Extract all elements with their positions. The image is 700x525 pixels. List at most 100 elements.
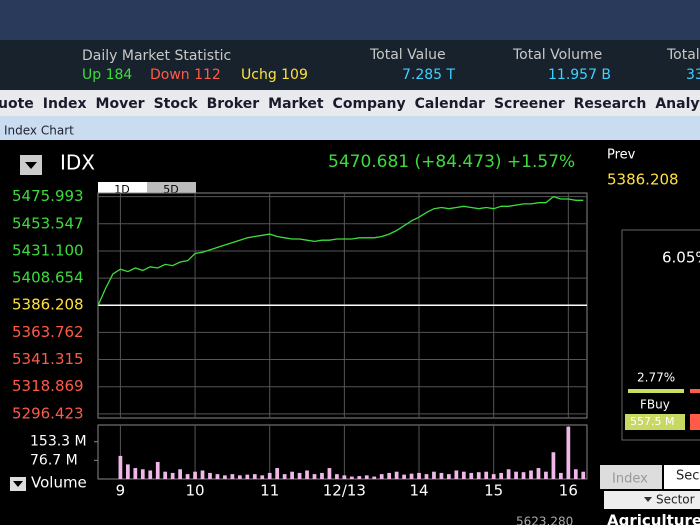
volume-bar [536,468,541,479]
volume-bar [305,470,309,479]
total: 33 [686,67,700,83]
y-tick-label: 5341.315 [12,350,84,368]
y-tick-label: 76.7 M [30,452,78,468]
pct-top: 6.05% [662,249,700,267]
volume-bar [155,461,160,479]
stat-unchanged: Uchg 109 [241,67,308,83]
volume-bar [170,472,175,479]
volume-bar [506,469,511,479]
menu-item[interactable]: Calendar [415,96,485,112]
volume-bar [364,475,369,479]
side-box [621,229,700,441]
stats-bar [0,40,700,90]
menu-item[interactable]: Market [268,96,324,112]
volume-bar [320,472,324,479]
volume-area [97,424,588,480]
title-bar [0,0,700,40]
side-tab[interactable] [664,465,700,489]
volume-bar [402,474,406,479]
menu: uote Index Mover Stock Broker Market Company Ca… [0,96,700,112]
side-tab-label: Index [612,472,648,487]
volume-bar [372,476,377,479]
menu-item[interactable]: Broker [207,96,260,112]
volume-bar [476,472,481,479]
buy-bar [628,389,684,393]
volume-label: Volume [31,474,87,492]
volume-bar [208,472,212,479]
volume-bar [566,426,571,479]
volume-bar [125,464,130,479]
menu-bar [0,90,700,116]
index-symbol: IDX [60,151,95,175]
volume-bar [379,474,384,479]
panel-header [0,116,700,140]
volume-bar [469,472,474,479]
volume-bar [327,468,332,479]
volume-bar [417,472,421,479]
volume-bar [551,452,556,479]
volume-bar [439,472,444,479]
volume-bar [312,474,317,479]
volume-bar [581,471,586,479]
x-tick-label: 11 [260,482,279,500]
volume-bar [163,471,168,479]
total-volume: 11.957 B [548,67,611,83]
menu-item[interactable]: Screener [494,96,565,112]
stat-down: Down 112 [150,67,221,83]
dropdown-arrow [25,162,37,169]
menu-item[interactable]: Research [574,96,647,112]
volume-bar [559,472,563,479]
volume-bar [424,474,429,479]
total-label: Total [666,47,700,63]
volume-bar [335,474,339,479]
volume-bar [357,476,362,479]
total-volume-label: Total Volume [512,47,602,63]
prev: 5386.208 [607,171,679,189]
menu-item[interactable]: Index [43,96,87,112]
volume-bar [484,471,489,479]
volume-bar [185,474,190,479]
sector-select[interactable] [604,491,700,509]
y-tick-label: 153.3 M [30,434,87,450]
menu-item[interactable]: Company [333,96,406,112]
volume-bar [529,470,533,479]
volume-bar [290,471,294,479]
y-tick-label: 5431.100 [12,241,84,259]
volume-bar [260,475,265,479]
volume-bar [148,470,153,479]
volume-bar [267,472,272,479]
volume-bar [230,474,235,479]
index-quote: 5470.681 (+84.473) +1.57% [328,152,575,172]
volume-bar [297,472,302,479]
x-tick-label: 15 [484,482,503,500]
side-tab[interactable] [600,465,662,489]
menu-item[interactable]: Analytic [655,96,700,112]
bottom-value: 5623.280 [516,515,573,525]
panel-title: Index Chart [4,124,74,138]
y-tick-label: 5386.208 [12,296,84,314]
fbuy-label: FBuy [640,398,670,412]
volume-bar [432,471,436,479]
volume-bar [237,475,242,479]
menu-item[interactable]: uote [0,96,34,112]
volume-bar [544,471,548,479]
x-tick-label: 14 [409,482,428,500]
price-line [97,195,584,306]
sector-arrow [644,497,652,502]
volume-bar [394,471,399,479]
volume-bar [461,471,466,479]
menu-item[interactable]: Mover [96,96,145,112]
x-tick-label: 10 [186,482,205,500]
volume-bar [349,476,354,479]
menu-item[interactable]: Stock [154,96,199,112]
volume-bar [454,470,459,479]
volume-bar [275,468,280,479]
sell-bar [690,389,700,393]
volume-bar [133,468,138,479]
stat-up: Up 184 [82,67,132,83]
y-tick-label: 5408.654 [12,269,84,287]
volume-bar [514,471,518,479]
x-tick-label: 9 [116,482,126,500]
volume-bar [200,470,205,479]
volume-bar [245,474,250,479]
